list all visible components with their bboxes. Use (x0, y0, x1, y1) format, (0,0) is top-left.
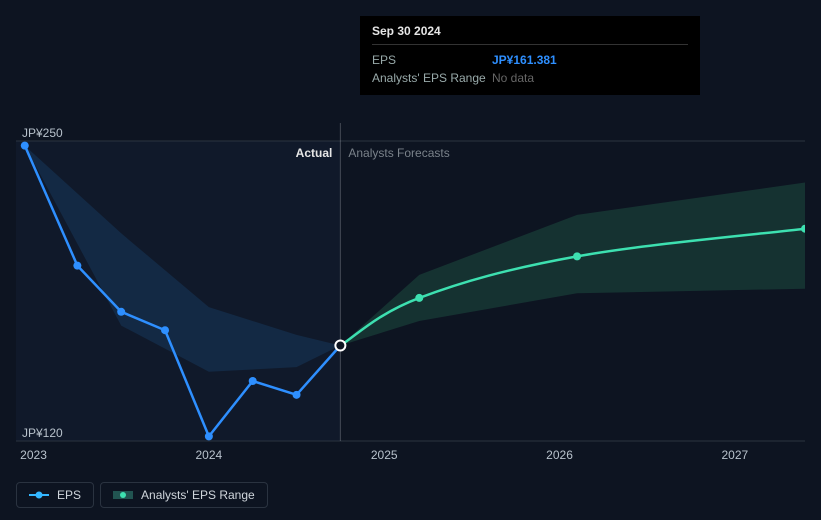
svg-text:JP¥250: JP¥250 (22, 126, 63, 140)
tooltip-date: Sep 30 2024 (372, 24, 688, 45)
eps-chart-svg: Actual Analysts Forecasts JP¥250 JP¥120 2023… (16, 123, 805, 468)
legend-item-eps[interactable]: EPS (16, 482, 94, 508)
tooltip-value: JP¥161.381 (492, 53, 557, 67)
svg-text:2024: 2024 (196, 448, 223, 462)
svg-text:2027: 2027 (722, 448, 749, 462)
svg-text:2023: 2023 (20, 448, 47, 462)
svg-text:Analysts Forecasts: Analysts Forecasts (348, 146, 449, 160)
legend-item-eps-range[interactable]: Analysts' EPS Range (100, 482, 268, 508)
tooltip-label: Analysts' EPS Range (372, 71, 492, 85)
tooltip-row: Analysts' EPS Range No data (372, 69, 688, 87)
tooltip-label: EPS (372, 53, 492, 67)
chart-area[interactable]: Actual Analysts Forecasts JP¥250 JP¥120 2023… (16, 123, 805, 468)
tooltip-value: No data (492, 71, 534, 85)
legend-swatch-eps-range (113, 490, 133, 500)
svg-text:2025: 2025 (371, 448, 398, 462)
tooltip-row: EPS JP¥161.381 (372, 51, 688, 69)
svg-text:2026: 2026 (546, 448, 573, 462)
chart-tooltip: Sep 30 2024 EPS JP¥161.381 Analysts' EPS… (360, 16, 700, 95)
svg-text:JP¥120: JP¥120 (22, 426, 63, 440)
legend-label: EPS (57, 488, 81, 502)
legend-swatch-eps (29, 490, 49, 500)
legend-label: Analysts' EPS Range (141, 488, 255, 502)
legend: EPS Analysts' EPS Range (16, 482, 268, 508)
svg-text:Actual: Actual (296, 146, 333, 160)
